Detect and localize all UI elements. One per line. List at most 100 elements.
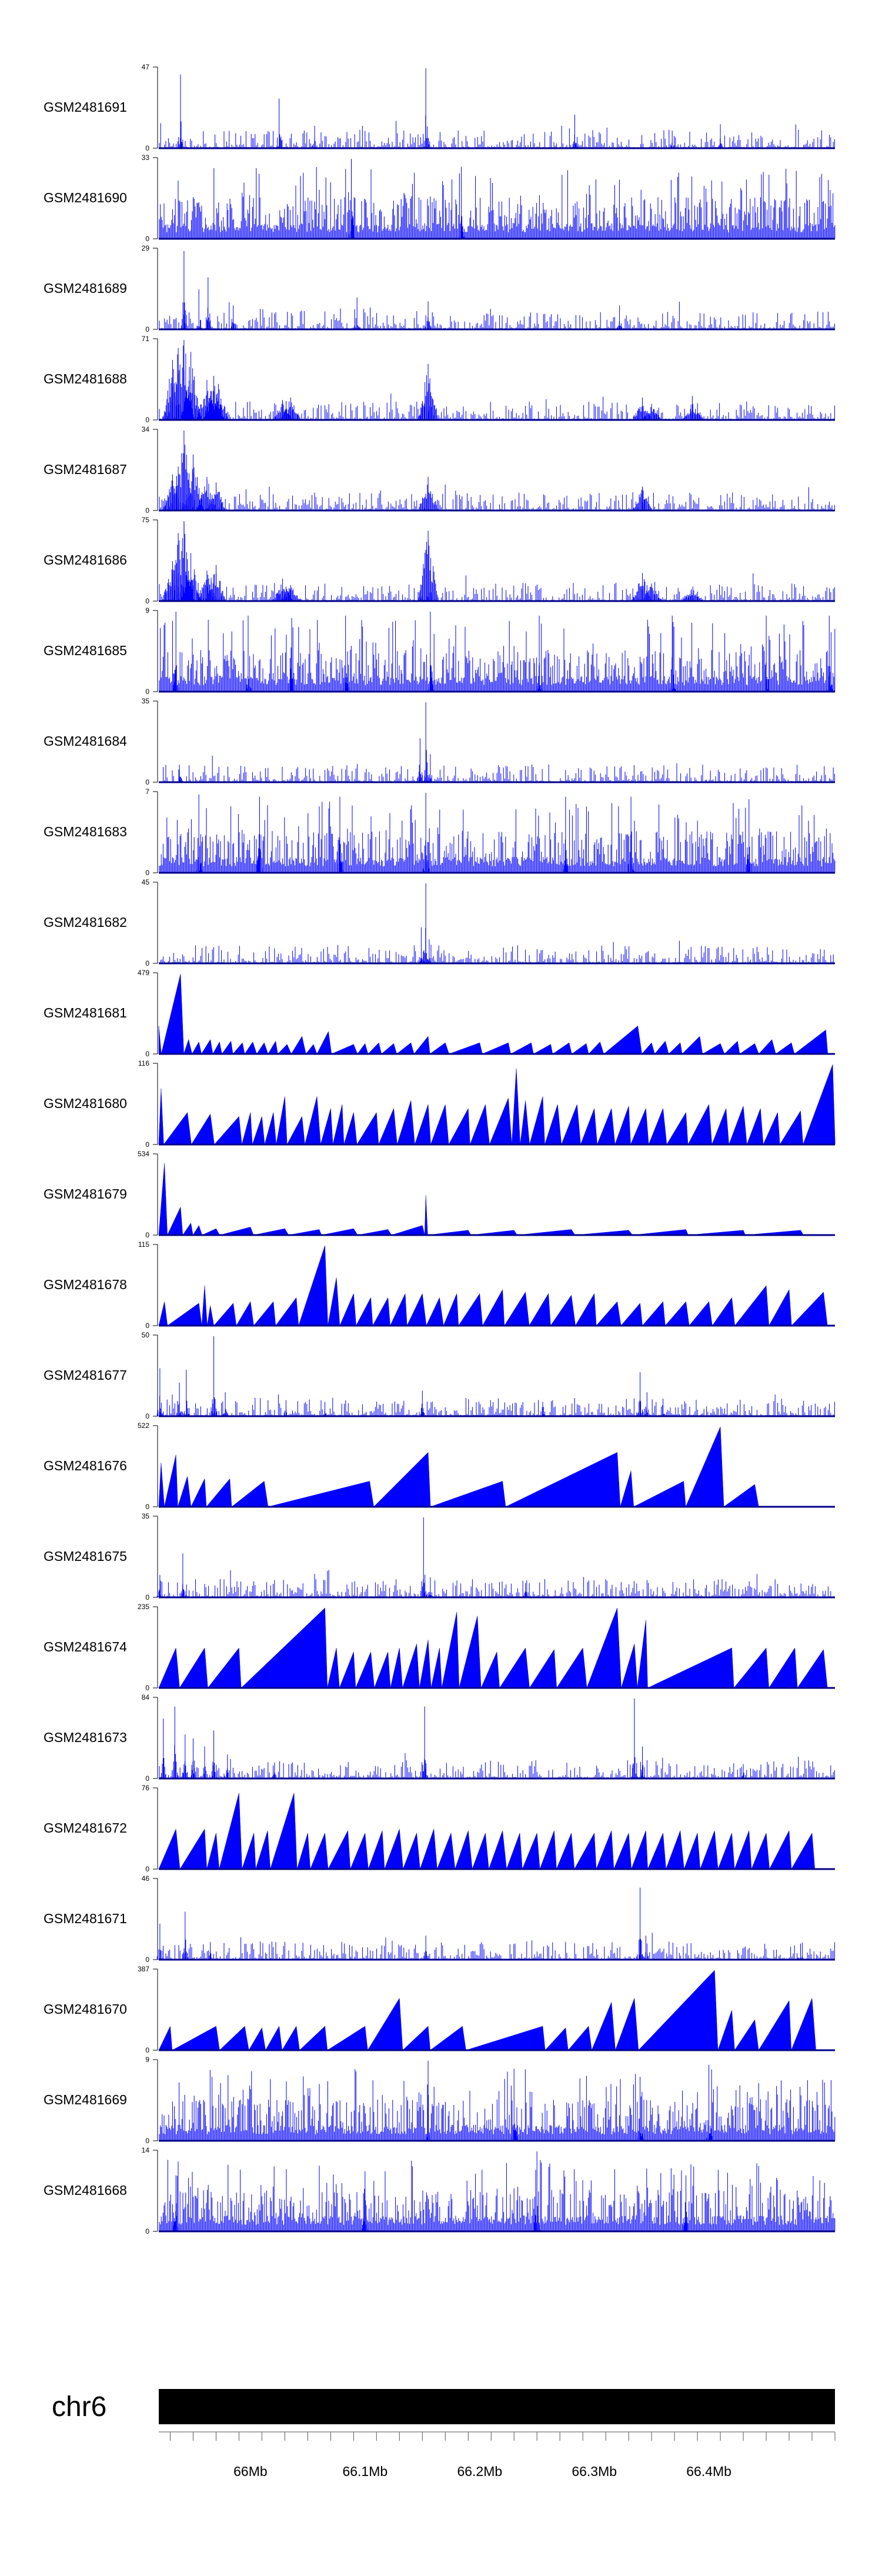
track-GSM2481674: GSM2481674 235 0 — [44, 1603, 835, 1692]
track-ymin-label: 0 — [145, 2227, 149, 2235]
track-label: GSM2481669 — [44, 2092, 127, 2107]
track-ymax-label: 45 — [142, 878, 150, 886]
track-label: GSM2481691 — [44, 99, 127, 115]
track-label: GSM2481680 — [44, 1096, 127, 1111]
track-label: GSM2481677 — [44, 1367, 127, 1383]
track-label: GSM2481672 — [44, 1820, 127, 1836]
track-ymax-label: 29 — [142, 244, 150, 252]
track-GSM2481679: GSM2481679 534 0 — [44, 1150, 835, 1239]
track-signal — [159, 68, 835, 148]
chromosome-label: chr6 — [52, 2391, 106, 2422]
track-ymin-label: 0 — [145, 325, 149, 333]
track-ymin-label: 0 — [145, 959, 149, 967]
track-label: GSM2481681 — [44, 1005, 127, 1020]
track-label: GSM2481686 — [44, 552, 127, 568]
track-label: GSM2481682 — [44, 915, 127, 930]
track-GSM2481691: GSM2481691 47 0 — [44, 63, 835, 152]
track-signal — [158, 1163, 835, 1236]
track-ymin-label: 0 — [145, 144, 149, 152]
track-ymax-label: 75 — [142, 516, 150, 524]
track-label: GSM2481688 — [44, 371, 127, 386]
track-ymin-label: 0 — [145, 688, 149, 696]
track-signal — [158, 1793, 835, 1870]
track-ymin-label: 0 — [145, 1774, 149, 1783]
track-GSM2481685: GSM2481685 9 0 — [44, 606, 836, 696]
track-ymax-label: 50 — [142, 1331, 150, 1339]
track-ymin-label: 0 — [145, 2137, 149, 2145]
track-ymax-label: 46 — [142, 1874, 150, 1883]
track-ymin-label: 0 — [145, 1503, 149, 1511]
chromosome-ideogram: chr6 66Mb 66.1Mb 66.2Mb 66.3Mb 66.4Mb — [52, 2389, 836, 2479]
track-signal — [159, 1699, 835, 1778]
track-ymax-label: 84 — [142, 1693, 150, 1701]
track-label: GSM2481670 — [44, 2001, 127, 2017]
track-ymin-label: 0 — [145, 869, 149, 877]
track-ymin-label: 0 — [145, 235, 149, 243]
track-label: GSM2481690 — [44, 190, 127, 205]
track-ymax-label: 34 — [142, 425, 150, 433]
track-ymax-label: 534 — [138, 1150, 149, 1158]
track-ymax-label: 522 — [138, 1422, 149, 1430]
coordinate-tick-label: 66.2Mb — [457, 2464, 502, 2479]
track-ymax-label: 71 — [142, 335, 150, 343]
coordinate-axis: 66Mb 66.1Mb 66.2Mb 66.3Mb 66.4Mb — [159, 2431, 836, 2479]
track-ymin-label: 0 — [145, 1231, 149, 1239]
track-signal — [159, 521, 835, 601]
track-label: GSM2481673 — [44, 1730, 127, 1745]
track-GSM2481680: GSM2481680 116 0 — [44, 1059, 836, 1149]
track-label: GSM2481679 — [44, 1186, 127, 1202]
track-GSM2481678: GSM2481678 115 0 — [44, 1240, 835, 1330]
track-GSM2481672: GSM2481672 76 0 — [44, 1784, 835, 1873]
track-signal — [159, 883, 835, 963]
track-ymin-label: 0 — [145, 597, 149, 605]
track-GSM2481670: GSM2481670 387 0 — [44, 1965, 835, 2054]
track-GSM2481690: GSM2481690 33 0 — [44, 154, 836, 243]
track-ymin-label: 0 — [145, 2046, 149, 2054]
track-ymin-label: 0 — [145, 1140, 149, 1149]
coordinate-tick-label: 66.3Mb — [572, 2464, 617, 2479]
track-signal — [159, 251, 835, 329]
track-ymin-label: 0 — [145, 416, 149, 424]
track-ymin-label: 0 — [145, 1322, 149, 1330]
track-signal — [159, 793, 836, 873]
track-signal — [156, 1887, 835, 1960]
track-signal — [156, 1336, 835, 1416]
track-ymax-label: 9 — [145, 2056, 149, 2064]
track-ymax-label: 116 — [138, 1059, 149, 1067]
track-signal — [158, 1607, 835, 1689]
track-signal — [159, 2151, 836, 2231]
track-signal — [159, 340, 835, 420]
track-ymin-label: 0 — [145, 506, 149, 515]
track-signal — [159, 431, 835, 510]
chromosome-bar — [159, 2389, 835, 2424]
track-GSM2481683: GSM2481683 7 0 — [44, 788, 836, 877]
track-signal — [159, 702, 835, 782]
track-GSM2481668: GSM2481668 14 0 — [44, 2146, 836, 2235]
coordinate-tick-label: 66Mb — [233, 2464, 268, 2479]
track-label: GSM2481683 — [44, 824, 127, 839]
track-GSM2481689: GSM2481689 29 0 — [44, 244, 835, 333]
track-ymin-label: 0 — [145, 1865, 149, 1873]
track-ymax-label: 9 — [145, 606, 149, 615]
track-ymax-label: 479 — [138, 969, 149, 977]
track-GSM2481673: GSM2481673 84 0 — [44, 1693, 835, 1783]
track-label: GSM2481675 — [44, 1549, 127, 1564]
track-ymax-label: 35 — [142, 1512, 150, 1520]
track-ymin-label: 0 — [145, 1956, 149, 1964]
track-GSM2481688: GSM2481688 71 0 — [44, 335, 835, 424]
coordinate-tick-label: 66.1Mb — [342, 2464, 387, 2479]
track-label: GSM2481687 — [44, 462, 127, 477]
track-ymax-label: 33 — [142, 154, 150, 162]
track-ymax-label: 7 — [145, 788, 149, 796]
track-signal — [159, 159, 836, 239]
track-ymin-label: 0 — [145, 1412, 149, 1420]
track-label: GSM2481689 — [44, 281, 127, 296]
track-label: GSM2481684 — [44, 733, 127, 749]
track-GSM2481675: GSM2481675 35 0 — [44, 1512, 835, 1601]
track-signal — [158, 1245, 835, 1326]
coordinate-tick-label: 66.4Mb — [686, 2464, 731, 2479]
track-GSM2481682: GSM2481682 45 0 — [44, 878, 835, 967]
track-signal — [159, 612, 836, 692]
track-GSM2481686: GSM2481686 75 0 — [44, 516, 835, 605]
